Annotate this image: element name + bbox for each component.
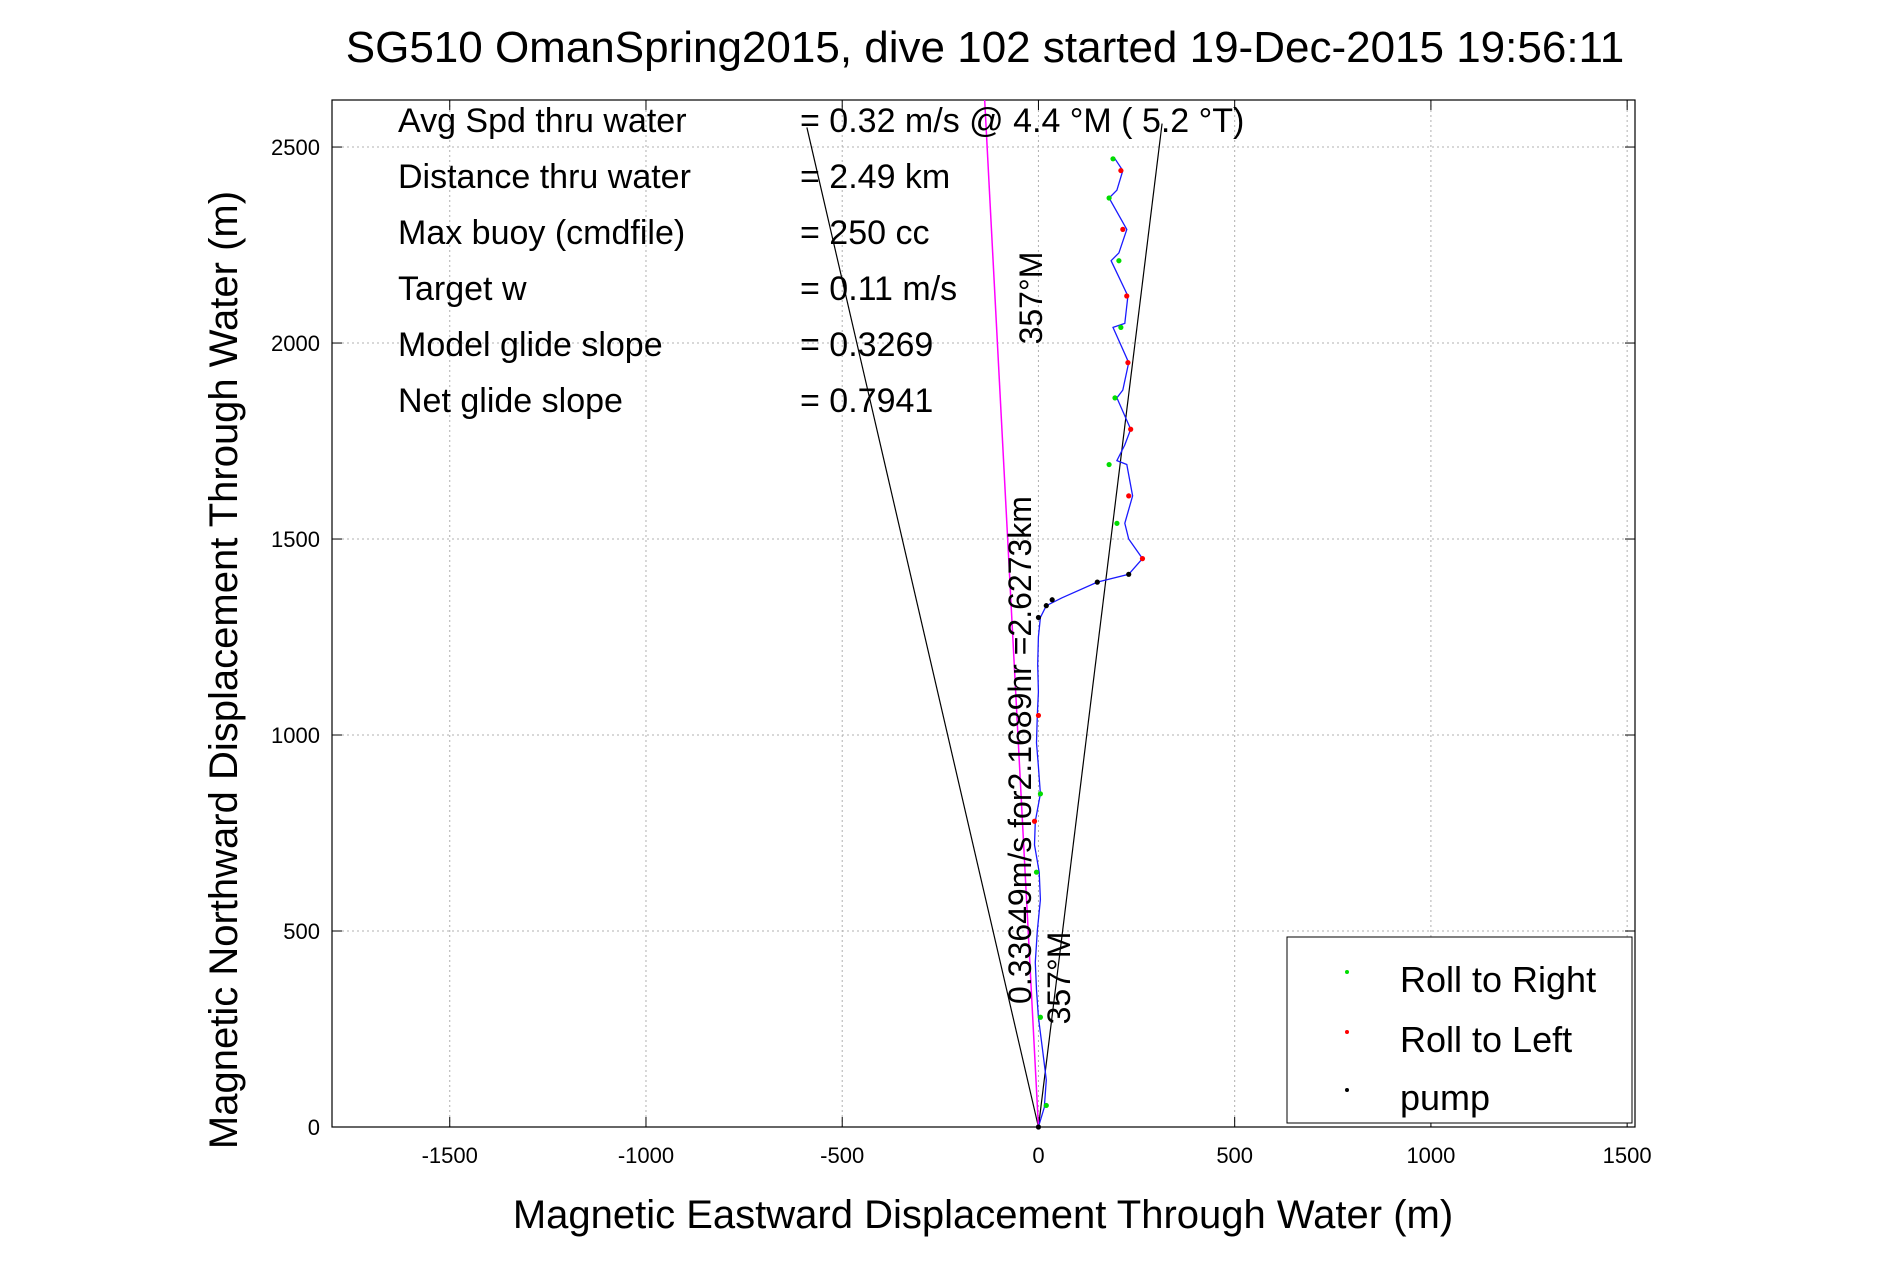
- stat-label: Avg Spd thru water: [398, 102, 687, 140]
- y-axis-label: Magnetic Northward Displacement Through …: [202, 191, 246, 1149]
- roll-right-point: [1043, 1102, 1049, 1109]
- x-tick-label: 1500: [1603, 1143, 1652, 1168]
- roll-left-point: [1035, 712, 1042, 719]
- roll-left-point: [1128, 426, 1134, 432]
- roll-right-point: [1118, 324, 1124, 330]
- roll-right-point: [1110, 156, 1116, 162]
- chart-title: SG510 OmanSpring2015, dive 102 started 1…: [346, 23, 1624, 72]
- stat-value: = 250 cc: [800, 214, 929, 252]
- roll-right-point: [1037, 791, 1044, 797]
- legend-label-pump: pump: [1400, 1077, 1490, 1118]
- pump-point: [1035, 1124, 1042, 1130]
- roll-right-point: [1112, 395, 1118, 401]
- roll-right-point: [1116, 258, 1122, 264]
- roll-right-point: [1037, 1014, 1044, 1020]
- legend-marker-roll-right: [1345, 970, 1349, 974]
- x-tick-label: -500: [820, 1143, 864, 1168]
- stat-value: = 2.49 km: [800, 158, 950, 196]
- roll-left-point: [1139, 556, 1146, 562]
- legend-marker-roll-left: [1345, 1030, 1349, 1034]
- roll-left-point: [1120, 226, 1126, 232]
- stat-label: Max buoy (cmdfile): [398, 214, 685, 252]
- stat-value: = 0.32 m/s @ 4.4 °M ( 5.2 °T): [800, 102, 1244, 140]
- roll-left-point: [1031, 818, 1038, 824]
- x-tick-label: 1000: [1406, 1143, 1455, 1168]
- x-tick-label: 0: [1032, 1143, 1044, 1168]
- legend-box: [1286, 936, 1633, 1124]
- pump-point: [1043, 603, 1049, 609]
- pump-point: [1126, 571, 1132, 577]
- x-tick-label: -1000: [618, 1143, 674, 1168]
- y-tick-label: 2000: [271, 331, 320, 356]
- ticks: -1500 -1000 -500 0 500 1000 1500 0 500 1000 1500 20…: [271, 100, 1652, 1168]
- stat-label: Target w: [398, 270, 527, 308]
- y-tick-label: 500: [283, 919, 320, 944]
- pump-point: [1049, 597, 1055, 603]
- plot-area: [331, 99, 1636, 1128]
- roll-left-point: [1126, 493, 1132, 499]
- stat-label: Net glide slope: [398, 382, 623, 420]
- legend-label-roll-left: Roll to Left: [1400, 1019, 1572, 1060]
- heading-line: [983, 99, 1040, 1128]
- y-tick-label: 1000: [271, 723, 320, 748]
- speed-annotation: 0.33649m/s for2.1689hr =2.6273km: [1002, 496, 1038, 1004]
- pump-point: [1094, 579, 1100, 585]
- cone-line-right-bound: [1037, 123, 1163, 1128]
- stat-value: = 0.11 m/s: [800, 270, 957, 308]
- y-tick-label: 0: [308, 1115, 320, 1140]
- x-axis-label: Magnetic Eastward Displacement Through W…: [513, 1193, 1453, 1237]
- roll-left-point: [1125, 360, 1131, 366]
- stat-value: = 0.3269: [800, 326, 933, 364]
- heading-annotation-near: 357°M: [1041, 932, 1077, 1025]
- stat-label: Model glide slope: [398, 326, 663, 364]
- stat-label: Distance thru water: [398, 158, 691, 196]
- roll-left-point: [1118, 167, 1124, 174]
- pump-point: [1035, 614, 1042, 621]
- cone-line-left-bound: [806, 127, 1040, 1128]
- series: [806, 99, 1163, 1130]
- legend-label-roll-right: Roll to Right: [1400, 959, 1596, 1000]
- roll-right-point: [1033, 869, 1040, 875]
- roll-right-point: [1114, 520, 1120, 526]
- legend-marker-pump: [1345, 1088, 1349, 1092]
- roll-right-point: [1106, 195, 1112, 201]
- roll-right-point: [1106, 461, 1112, 468]
- x-tick-label: -1500: [422, 1143, 478, 1168]
- y-tick-label: 2500: [271, 135, 320, 160]
- stat-value: = 0.7941: [800, 382, 933, 420]
- stats-block: Avg Spd thru water = 0.32 m/s @ 4.4 °M (…: [398, 102, 1244, 420]
- x-tick-label: 500: [1216, 1143, 1253, 1168]
- y-tick-label: 1500: [271, 527, 320, 552]
- heading-annotation-far: 357°M: [1013, 252, 1049, 345]
- legend: Roll to Right Roll to Left pump: [1286, 936, 1633, 1124]
- roll-left-point: [1124, 293, 1130, 299]
